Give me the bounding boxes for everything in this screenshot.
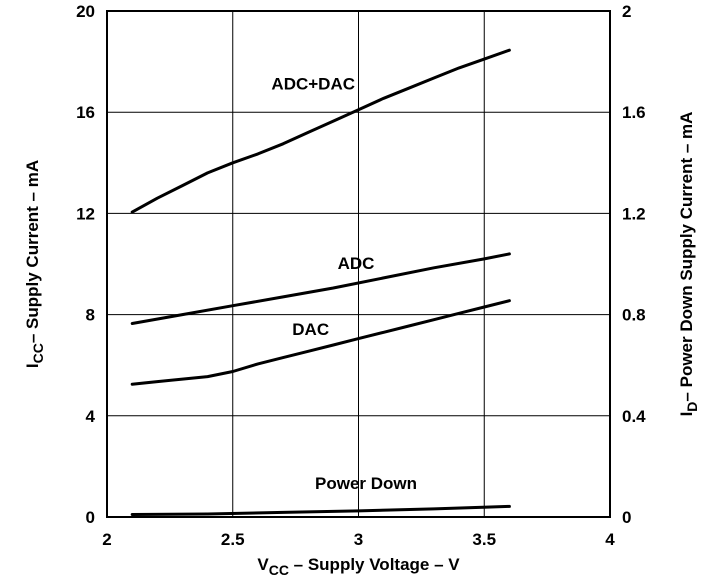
- x-axis-title-subscript: CC: [269, 562, 289, 577]
- right-y-tick-label: 0.4: [622, 407, 646, 426]
- series-lines: [130, 48, 511, 516]
- x-tick-label: 3.5: [472, 530, 496, 549]
- right-y-tick-label: 2: [622, 2, 631, 21]
- left-y-axis-title-main: I: [23, 363, 42, 368]
- x-axis-title-main: V: [257, 555, 269, 574]
- left-y-tick-label: 8: [86, 306, 95, 325]
- right-y-axis-title-rest: – Power Down Supply Current – mA: [677, 112, 696, 402]
- plot-frame: [106, 10, 611, 518]
- left-y-tick-label: 12: [76, 204, 95, 223]
- series-line-dac: [130, 299, 511, 386]
- right-y-tick-label: 1.6: [622, 103, 646, 122]
- left-y-axis-title: ICC– Supply Current – mA: [23, 160, 46, 368]
- series-line-adc-dac: [130, 48, 511, 214]
- series-label-adc: ADC: [338, 254, 375, 273]
- x-tick-label: 4: [605, 530, 615, 549]
- right-y-tick-label: 1.2: [622, 204, 646, 223]
- series-label-adc-dac: ADC+DAC: [271, 74, 355, 93]
- left-y-tick-label: 4: [86, 407, 96, 426]
- right-y-axis-title: ID– Power Down Supply Current – mA: [677, 112, 700, 417]
- left-y-axis-title-subscript: CC: [30, 343, 46, 363]
- left-y-tick-label: 16: [76, 103, 95, 122]
- right-y-tick-label: 0.8: [622, 306, 646, 325]
- right-y-tick-label: 0: [622, 508, 631, 527]
- right-y-axis-title-subscript: D: [684, 402, 700, 412]
- left-y-axis-ticks: 0 4 8 12 16 20: [76, 2, 95, 527]
- x-tick-label: 2.5: [221, 530, 245, 549]
- right-y-axis-ticks: 0 0.4 0.8 1.2 1.6 2: [622, 2, 646, 527]
- series-label-power-down: Power Down: [315, 474, 417, 493]
- x-axis-ticks: 2 2.5 3 3.5 4: [102, 530, 615, 549]
- left-y-tick-label: 0: [86, 508, 95, 527]
- series-labels: ADC+DAC ADC DAC Power Down: [271, 74, 417, 493]
- left-y-axis-title-rest: – Supply Current – mA: [23, 160, 42, 343]
- series-line-power-down: [130, 504, 511, 516]
- series-label-dac: DAC: [292, 320, 329, 339]
- left-y-tick-label: 20: [76, 2, 95, 21]
- right-y-axis-title-main: I: [677, 412, 696, 417]
- series-line-adc: [130, 252, 511, 325]
- x-axis-title: VCC – Supply Voltage – V: [257, 555, 460, 577]
- x-tick-label: 2: [102, 530, 111, 549]
- x-axis-title-rest: – Supply Voltage – V: [289, 555, 460, 574]
- x-tick-label: 3: [354, 530, 363, 549]
